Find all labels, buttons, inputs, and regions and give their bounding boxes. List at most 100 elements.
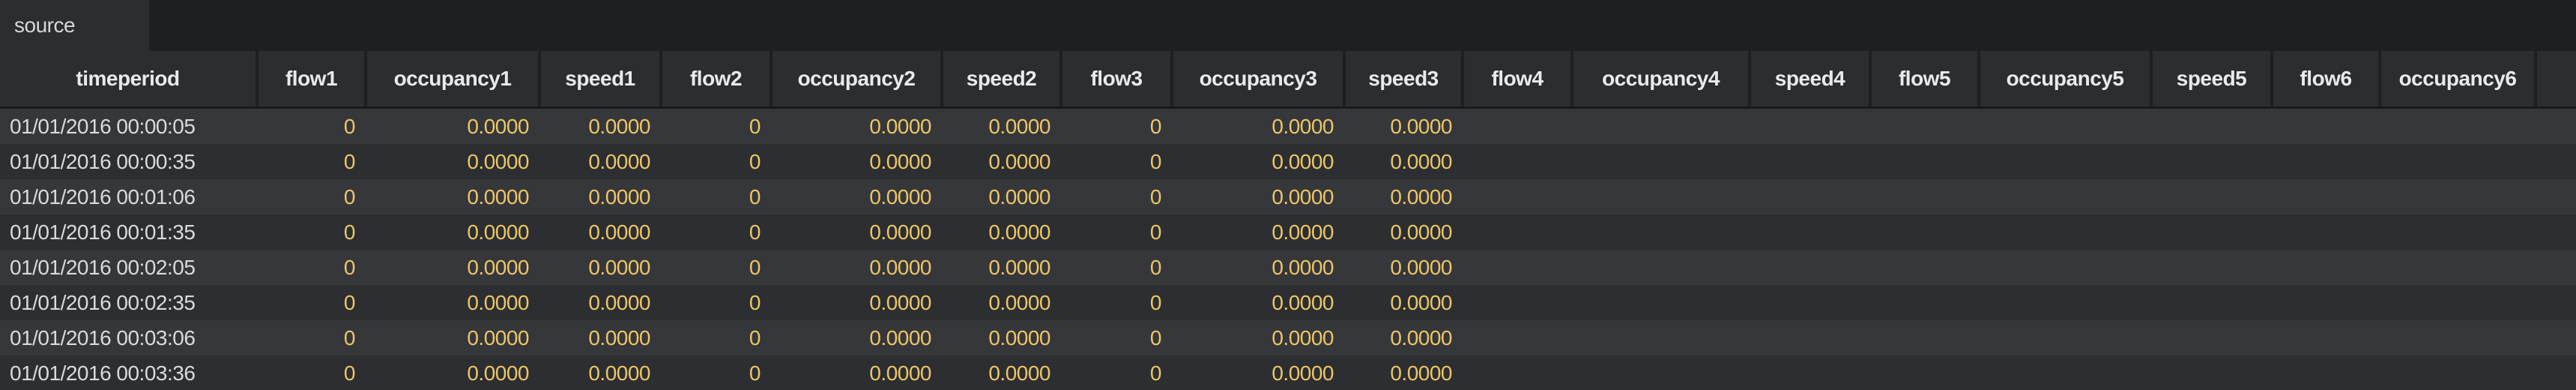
cell-speed4[interactable] [1751, 250, 1872, 285]
column-header-occupancy1[interactable]: occupancy1 [367, 51, 541, 106]
cell-speed5[interactable] [2153, 109, 2273, 144]
cell-flow6[interactable] [2273, 250, 2381, 285]
cell-clipped[interactable] [2537, 144, 2576, 179]
cell-timeperiod[interactable]: 01/01/2016 00:00:05 [10, 115, 196, 138]
cell-speed2[interactable]: 0.0000 [988, 185, 1050, 208]
cell-timeperiod[interactable]: 01/01/2016 00:02:35 [10, 291, 196, 314]
cell-speed4[interactable] [1751, 320, 1872, 356]
cell-speed3[interactable]: 0.0000 [1390, 150, 1452, 173]
column-header-speed5[interactable]: speed5 [2153, 51, 2273, 106]
cell-flow6[interactable] [2273, 179, 2381, 214]
cell-speed5[interactable] [2153, 250, 2273, 285]
cell-speed3[interactable]: 0.0000 [1390, 220, 1452, 244]
cell-flow1[interactable]: 0 [343, 185, 356, 208]
cell-flow3[interactable]: 0 [1149, 185, 1162, 208]
cell-flow2[interactable]: 0 [749, 150, 761, 173]
cell-occupancy6[interactable] [2381, 179, 2537, 214]
cell-occupancy2[interactable]: 0.0000 [869, 185, 931, 208]
cell-occupancy1[interactable]: 0.0000 [467, 291, 529, 314]
cell-occupancy4[interactable] [1573, 144, 1751, 179]
cell-clipped[interactable] [2537, 250, 2576, 285]
cell-flow1[interactable]: 0 [343, 115, 356, 138]
cell-occupancy3[interactable]: 0.0000 [1272, 256, 1334, 279]
cell-timeperiod[interactable]: 01/01/2016 00:02:05 [10, 256, 196, 279]
cell-flow1[interactable]: 0 [343, 256, 356, 279]
cell-speed5[interactable] [2153, 179, 2273, 214]
cell-occupancy3[interactable]: 0.0000 [1272, 115, 1334, 138]
cell-occupancy4[interactable] [1573, 250, 1751, 285]
cell-occupancy3[interactable]: 0.0000 [1272, 185, 1334, 208]
cell-occupancy2[interactable]: 0.0000 [869, 362, 931, 385]
cell-flow5[interactable] [1872, 320, 1980, 356]
cell-timeperiod[interactable]: 01/01/2016 00:01:35 [10, 220, 196, 244]
cell-occupancy5[interactable] [1980, 285, 2153, 320]
cell-occupancy2[interactable]: 0.0000 [869, 256, 931, 279]
column-header-flow5[interactable]: flow5 [1872, 51, 1980, 106]
cell-flow5[interactable] [1872, 250, 1980, 285]
cell-speed5[interactable] [2153, 144, 2273, 179]
cell-flow2[interactable]: 0 [749, 220, 761, 244]
column-header-occupancy6[interactable]: occupancy6 [2381, 51, 2537, 106]
cell-flow2[interactable]: 0 [749, 362, 761, 385]
cell-occupancy4[interactable] [1573, 320, 1751, 356]
cell-occupancy5[interactable] [1980, 179, 2153, 214]
column-header-speed2[interactable]: speed2 [943, 51, 1062, 106]
cell-occupancy1[interactable]: 0.0000 [467, 326, 529, 350]
cell-occupancy2[interactable]: 0.0000 [869, 291, 931, 314]
cell-flow1[interactable]: 0 [343, 362, 356, 385]
cell-flow6[interactable] [2273, 214, 2381, 250]
cell-flow2[interactable]: 0 [749, 291, 761, 314]
cell-occupancy5[interactable] [1980, 320, 2153, 356]
column-header-flow6[interactable]: flow6 [2273, 51, 2381, 106]
cell-flow6[interactable] [2273, 356, 2381, 390]
cell-flow4[interactable] [1464, 179, 1573, 214]
cell-occupancy1[interactable]: 0.0000 [467, 150, 529, 173]
column-header-flow1[interactable]: flow1 [258, 51, 367, 106]
cell-speed4[interactable] [1751, 179, 1872, 214]
cell-flow2[interactable]: 0 [749, 326, 761, 350]
cell-speed1[interactable]: 0.0000 [588, 326, 650, 350]
cell-occupancy6[interactable] [2381, 320, 2537, 356]
cell-occupancy4[interactable] [1573, 179, 1751, 214]
cell-speed2[interactable]: 0.0000 [988, 220, 1050, 244]
cell-timeperiod[interactable]: 01/01/2016 00:00:35 [10, 150, 196, 173]
cell-flow1[interactable]: 0 [343, 291, 356, 314]
cell-occupancy6[interactable] [2381, 285, 2537, 320]
cell-flow3[interactable]: 0 [1149, 326, 1162, 350]
cell-flow4[interactable] [1464, 214, 1573, 250]
cell-speed2[interactable]: 0.0000 [988, 150, 1050, 173]
cell-flow4[interactable] [1464, 285, 1573, 320]
cell-flow2[interactable]: 0 [749, 256, 761, 279]
cell-speed2[interactable]: 0.0000 [988, 291, 1050, 314]
column-header-occupancy4[interactable]: occupancy4 [1573, 51, 1751, 106]
cell-flow3[interactable]: 0 [1149, 256, 1162, 279]
cell-occupancy1[interactable]: 0.0000 [467, 256, 529, 279]
cell-occupancy5[interactable] [1980, 250, 2153, 285]
cell-occupancy6[interactable] [2381, 144, 2537, 179]
cell-speed1[interactable]: 0.0000 [588, 150, 650, 173]
cell-timeperiod[interactable]: 01/01/2016 00:03:06 [10, 326, 196, 350]
cell-flow5[interactable] [1872, 356, 1980, 390]
cell-speed3[interactable]: 0.0000 [1390, 362, 1452, 385]
cell-clipped[interactable] [2537, 285, 2576, 320]
cell-clipped[interactable] [2537, 320, 2576, 356]
cell-flow6[interactable] [2273, 285, 2381, 320]
cell-flow1[interactable]: 0 [343, 326, 356, 350]
cell-speed2[interactable]: 0.0000 [988, 256, 1050, 279]
cell-clipped[interactable] [2537, 109, 2576, 144]
cell-occupancy5[interactable] [1980, 356, 2153, 390]
cell-occupancy6[interactable] [2381, 109, 2537, 144]
cell-flow5[interactable] [1872, 214, 1980, 250]
cell-speed3[interactable]: 0.0000 [1390, 115, 1452, 138]
cell-flow6[interactable] [2273, 109, 2381, 144]
cell-flow1[interactable]: 0 [343, 220, 356, 244]
cell-flow3[interactable]: 0 [1149, 220, 1162, 244]
cell-occupancy2[interactable]: 0.0000 [869, 150, 931, 173]
cell-speed5[interactable] [2153, 356, 2273, 390]
column-header-speed3[interactable]: speed3 [1346, 51, 1464, 106]
cell-flow4[interactable] [1464, 356, 1573, 390]
cell-speed2[interactable]: 0.0000 [988, 326, 1050, 350]
column-header-speed1[interactable]: speed1 [541, 51, 662, 106]
cell-clipped[interactable] [2537, 214, 2576, 250]
cell-speed1[interactable]: 0.0000 [588, 362, 650, 385]
